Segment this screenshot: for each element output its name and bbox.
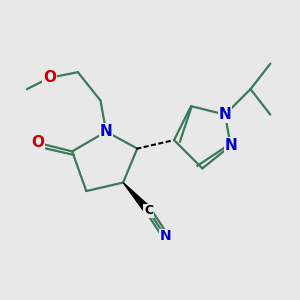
Text: N: N xyxy=(100,124,112,139)
Text: N: N xyxy=(224,138,237,153)
Text: O: O xyxy=(43,70,56,85)
Text: C: C xyxy=(144,204,153,218)
Text: O: O xyxy=(32,135,45,150)
Polygon shape xyxy=(123,183,152,214)
Text: N: N xyxy=(219,107,231,122)
Text: N: N xyxy=(160,229,171,243)
